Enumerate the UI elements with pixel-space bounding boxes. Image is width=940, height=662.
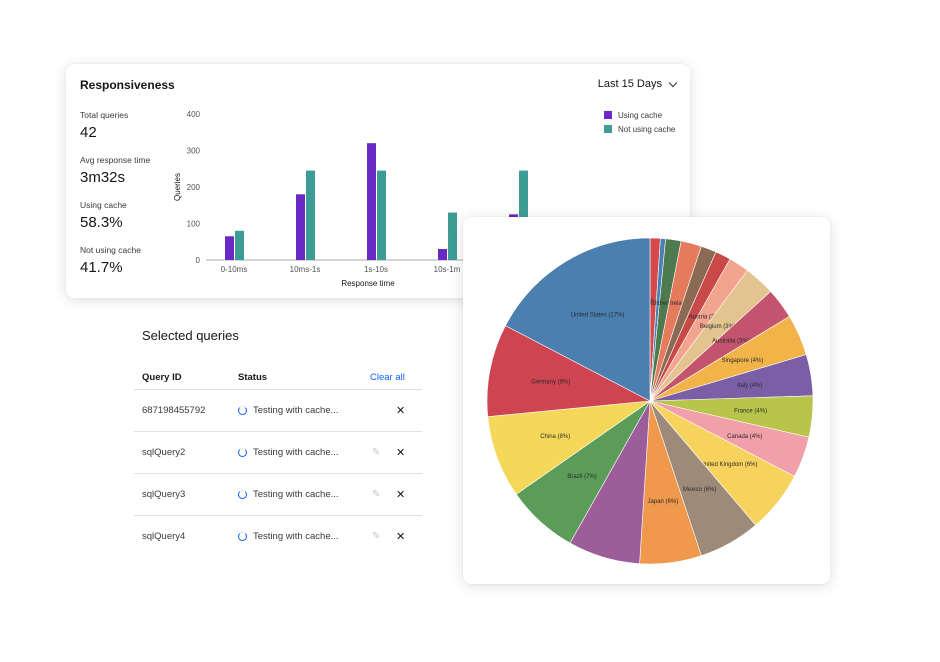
x-tick-label: 0-10ms bbox=[221, 265, 248, 274]
bar bbox=[367, 143, 376, 260]
loading-spinner-icon bbox=[238, 448, 247, 457]
date-range-dropdown[interactable]: Last 15 Days bbox=[597, 78, 678, 90]
date-range-value: Last 15 Days bbox=[597, 78, 662, 90]
stat-value: 3m32s bbox=[80, 169, 126, 186]
edit-icon[interactable]: ✎ bbox=[372, 489, 381, 500]
bar bbox=[235, 230, 244, 260]
close-icon[interactable]: ✕ bbox=[396, 531, 406, 543]
country-pie-chart: Spain (1%)Norther Ireland (2%) Austria (2… bbox=[486, 237, 814, 565]
query-id: sqlQuery4 bbox=[142, 531, 186, 542]
selected-queries-title: Selected queries bbox=[142, 328, 239, 343]
pie-slice-label: Italy (4%) bbox=[737, 383, 762, 389]
pie-slice-label: Germany (9%) bbox=[531, 380, 570, 386]
stat-label: Using cache bbox=[80, 200, 127, 210]
query-status: Testing with cache... bbox=[238, 489, 366, 500]
edit-icon[interactable]: ✎ bbox=[372, 531, 381, 542]
column-header-query-id: Query ID bbox=[142, 371, 182, 383]
bar bbox=[306, 170, 315, 260]
x-tick-label: 10s-1m bbox=[434, 265, 461, 274]
pie-slice-label: Australia (3%) bbox=[712, 339, 750, 345]
pie-slice-label: Norther Ireland (2%) bbox=[648, 301, 702, 307]
bar bbox=[296, 194, 305, 260]
x-axis-label: Response time bbox=[341, 279, 395, 288]
y-tick-label: 200 bbox=[187, 183, 201, 192]
pie-slice-label: Japan (6%) bbox=[648, 499, 679, 505]
table-row: sqlQuery4 Testing with cache... ✎ ✕ bbox=[134, 516, 422, 557]
query-id: 687198455792 bbox=[142, 405, 206, 416]
status-text: Testing with cache... bbox=[253, 489, 339, 500]
pie-slice-label: Canada (4%) bbox=[727, 434, 762, 440]
chevron-down-icon bbox=[668, 78, 678, 87]
pie-slice bbox=[505, 237, 651, 402]
pie-slice-label: Austria (2%) bbox=[689, 314, 722, 320]
queries-table-header: Query ID Status Clear all bbox=[134, 365, 422, 390]
table-row: sqlQuery3 Testing with cache... ✎ ✕ bbox=[134, 474, 422, 516]
stat-not-using-cache: Not using cache 41.7% bbox=[80, 245, 141, 276]
stat-value: 58.3% bbox=[80, 214, 123, 231]
pie-slice-label: Brazil (7%) bbox=[567, 474, 596, 480]
y-tick-label: 100 bbox=[187, 220, 201, 229]
status-text: Testing with cache... bbox=[253, 447, 339, 458]
pie-slice-label: Singapore (4%) bbox=[722, 358, 764, 364]
y-tick-label: 300 bbox=[187, 147, 201, 156]
bar bbox=[438, 249, 447, 260]
pie-slice-label: United Kingdom (6%) bbox=[700, 462, 757, 468]
pie-slice-label: Spain (1%) bbox=[638, 298, 668, 304]
status-text: Testing with cache... bbox=[253, 531, 339, 542]
stat-label: Avg response time bbox=[80, 155, 151, 165]
stat-value: 41.7% bbox=[80, 259, 123, 276]
pie-slice-label: Mexico (6%) bbox=[683, 487, 716, 493]
bar bbox=[225, 236, 234, 260]
bar bbox=[519, 170, 528, 260]
query-status: Testing with cache... bbox=[238, 447, 366, 458]
pie-slice bbox=[486, 325, 652, 417]
table-row: 687198455792 Testing with cache... ✕ bbox=[134, 390, 422, 432]
edit-icon[interactable]: ✎ bbox=[372, 447, 381, 458]
query-id: sqlQuery2 bbox=[142, 447, 186, 458]
loading-spinner-icon bbox=[238, 532, 247, 541]
stat-avg-response-time: Avg response time 3m32s bbox=[80, 155, 150, 186]
clear-all-button[interactable]: Clear all bbox=[370, 371, 405, 383]
status-text: Testing with cache... bbox=[253, 405, 339, 416]
stat-label: Not using cache bbox=[80, 245, 141, 255]
y-tick-label: 400 bbox=[187, 110, 201, 119]
legend-swatch bbox=[604, 125, 612, 133]
stat-using-cache: Using cache 58.3% bbox=[80, 200, 127, 231]
card-title: Responsiveness bbox=[80, 78, 175, 92]
pie-slice-label: Belgium (3%) bbox=[700, 324, 736, 330]
loading-spinner-icon bbox=[238, 490, 247, 499]
legend-swatch bbox=[604, 111, 612, 119]
close-icon[interactable]: ✕ bbox=[396, 405, 406, 417]
country-pie-card: Spain (1%) Norther Ireland (2%) Austria (2… bbox=[463, 217, 830, 584]
bar bbox=[377, 170, 386, 260]
stat-label: Total queries bbox=[80, 110, 129, 120]
legend-label: Not using cache bbox=[618, 125, 676, 134]
x-tick-label: 1s-10s bbox=[364, 265, 388, 274]
query-id: sqlQuery3 bbox=[142, 489, 186, 500]
pie-slice-label: China (8%) bbox=[540, 434, 570, 440]
pie-slice-label: United States (17%) bbox=[571, 313, 625, 319]
table-row: sqlQuery2 Testing with cache... ✎ ✕ bbox=[134, 432, 422, 474]
responsiveness-card: Responsiveness Last 15 Days Total querie… bbox=[66, 64, 690, 298]
legend-label: Using cache bbox=[618, 111, 663, 120]
bar bbox=[448, 212, 457, 260]
query-status: Testing with cache... bbox=[238, 531, 366, 542]
selected-queries-panel: Selected queries Query ID Status Clear a… bbox=[134, 328, 422, 557]
y-axis-label: Queries bbox=[173, 173, 182, 201]
close-icon[interactable]: ✕ bbox=[396, 447, 406, 459]
y-tick-label: 0 bbox=[196, 256, 201, 265]
query-status: Testing with cache... bbox=[238, 405, 366, 416]
pie-slice-label: France (4%) bbox=[734, 409, 767, 415]
stat-value: 42 bbox=[80, 124, 97, 141]
x-tick-label: 10ms-1s bbox=[290, 265, 321, 274]
loading-spinner-icon bbox=[238, 406, 247, 415]
stat-total-queries: Total queries 42 bbox=[80, 110, 128, 141]
close-icon[interactable]: ✕ bbox=[396, 489, 406, 501]
column-header-status: Status bbox=[238, 371, 268, 383]
